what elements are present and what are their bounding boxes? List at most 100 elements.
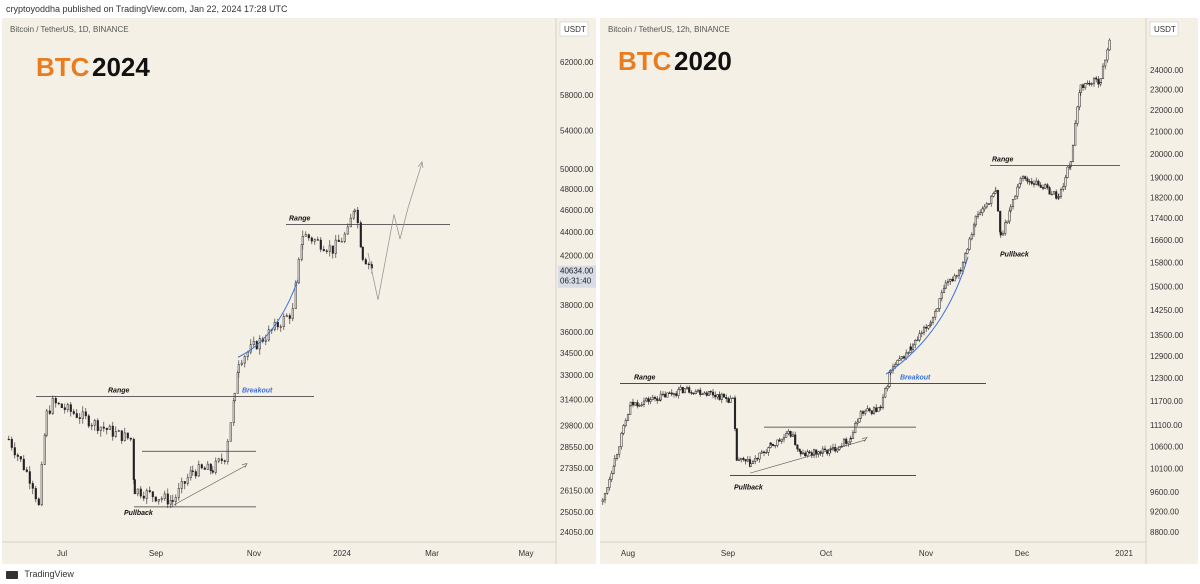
candle xyxy=(186,473,189,486)
candle xyxy=(1001,230,1005,236)
candle xyxy=(142,491,145,501)
candle xyxy=(642,397,646,408)
candle xyxy=(1099,78,1102,83)
chart-panel-btc-2024[interactable]: Bitcoin / TetherUS, 1D, BINANCE USDT BTC 20… xyxy=(2,18,596,564)
candle xyxy=(716,393,719,400)
candle xyxy=(934,309,937,321)
candle xyxy=(959,267,962,274)
candle xyxy=(291,303,294,322)
candle xyxy=(696,389,700,394)
currency-label: USDT xyxy=(564,25,586,34)
candle xyxy=(1039,184,1042,188)
candle xyxy=(334,235,337,258)
candle xyxy=(1052,191,1056,195)
candle xyxy=(987,203,991,205)
candle xyxy=(1086,80,1089,85)
candle xyxy=(72,408,75,416)
y-tick-label: 15800.00 xyxy=(1150,259,1184,268)
candle xyxy=(1059,187,1063,199)
y-tick-label: 13500.00 xyxy=(1150,331,1184,340)
trend-arrow xyxy=(749,439,867,474)
candle xyxy=(808,449,811,455)
candle xyxy=(791,431,795,437)
candle xyxy=(111,421,114,441)
range-top-label: Range xyxy=(289,215,311,222)
candle xyxy=(171,494,174,507)
candle xyxy=(729,395,732,403)
candle xyxy=(778,437,781,442)
candle xyxy=(918,330,921,343)
candle xyxy=(821,446,824,458)
candle xyxy=(742,456,745,462)
candle xyxy=(823,445,827,451)
current-price-tag xyxy=(558,265,596,288)
candle xyxy=(886,384,889,392)
candle xyxy=(981,206,984,216)
candle xyxy=(953,273,956,282)
candle xyxy=(361,246,364,262)
candle xyxy=(132,437,135,485)
candle xyxy=(310,236,313,245)
candle xyxy=(237,360,240,378)
y-tick-label: 12300.00 xyxy=(1150,374,1184,383)
candle xyxy=(1088,80,1091,87)
candle xyxy=(1090,82,1093,87)
symbol-label: Bitcoin / TetherUS, 1D, BINANCE xyxy=(10,25,129,34)
range-bottom-label: Range xyxy=(108,387,130,394)
candle xyxy=(780,438,783,445)
candle xyxy=(19,456,22,463)
candle xyxy=(13,442,16,459)
candle xyxy=(48,405,51,415)
candle xyxy=(169,495,172,509)
candle xyxy=(955,274,958,279)
price-axis xyxy=(1146,18,1198,564)
candle xyxy=(994,186,997,192)
candle xyxy=(851,430,855,439)
y-tick-label: 11700.00 xyxy=(1150,397,1183,406)
candle xyxy=(836,448,839,454)
candle xyxy=(288,313,291,325)
currency-box xyxy=(1149,21,1179,37)
y-tick-label: 9200.00 xyxy=(1150,508,1179,517)
chart-panel-btc-2020[interactable]: Bitcoin / TetherUS, 12h, BINANCE USDT BTC 2… xyxy=(600,18,1198,564)
candle xyxy=(810,450,813,458)
y-tick-label: 31400.00 xyxy=(560,396,594,405)
y-tick-label: 8800.00 xyxy=(1150,528,1179,537)
candle xyxy=(1021,175,1025,182)
candle xyxy=(705,390,708,397)
x-tick-label: Nov xyxy=(247,549,261,558)
candle xyxy=(990,194,993,207)
trend-arrow-head xyxy=(241,463,248,468)
candle xyxy=(157,499,160,505)
candle xyxy=(1048,185,1051,195)
candle xyxy=(966,248,969,255)
candle xyxy=(749,461,752,467)
candle xyxy=(352,210,355,221)
candle xyxy=(328,240,331,257)
candle xyxy=(1106,47,1109,63)
candle xyxy=(282,313,285,330)
y-tick-label: 22000.00 xyxy=(1150,106,1184,115)
candle xyxy=(668,391,671,394)
candle xyxy=(1101,63,1105,80)
candle xyxy=(300,244,303,262)
candle xyxy=(1019,176,1022,185)
candle xyxy=(916,336,919,342)
x-tick-label: Oct xyxy=(820,549,833,558)
y-tick-label: 19000.00 xyxy=(1150,174,1184,183)
x-tick-label: Dec xyxy=(1015,549,1029,558)
candle xyxy=(166,488,169,509)
y-tick-label: 46000.00 xyxy=(560,206,594,215)
candle xyxy=(81,406,84,424)
candle xyxy=(84,408,87,420)
candle xyxy=(214,457,217,475)
y-tick-label: 9600.00 xyxy=(1150,488,1179,497)
candle xyxy=(658,397,661,402)
published-text: cryptoyoddha published on TradingView.co… xyxy=(6,4,288,14)
candle xyxy=(638,403,641,407)
y-tick-label: 24000.00 xyxy=(1150,66,1184,75)
candle xyxy=(762,450,766,457)
candle xyxy=(180,477,183,494)
